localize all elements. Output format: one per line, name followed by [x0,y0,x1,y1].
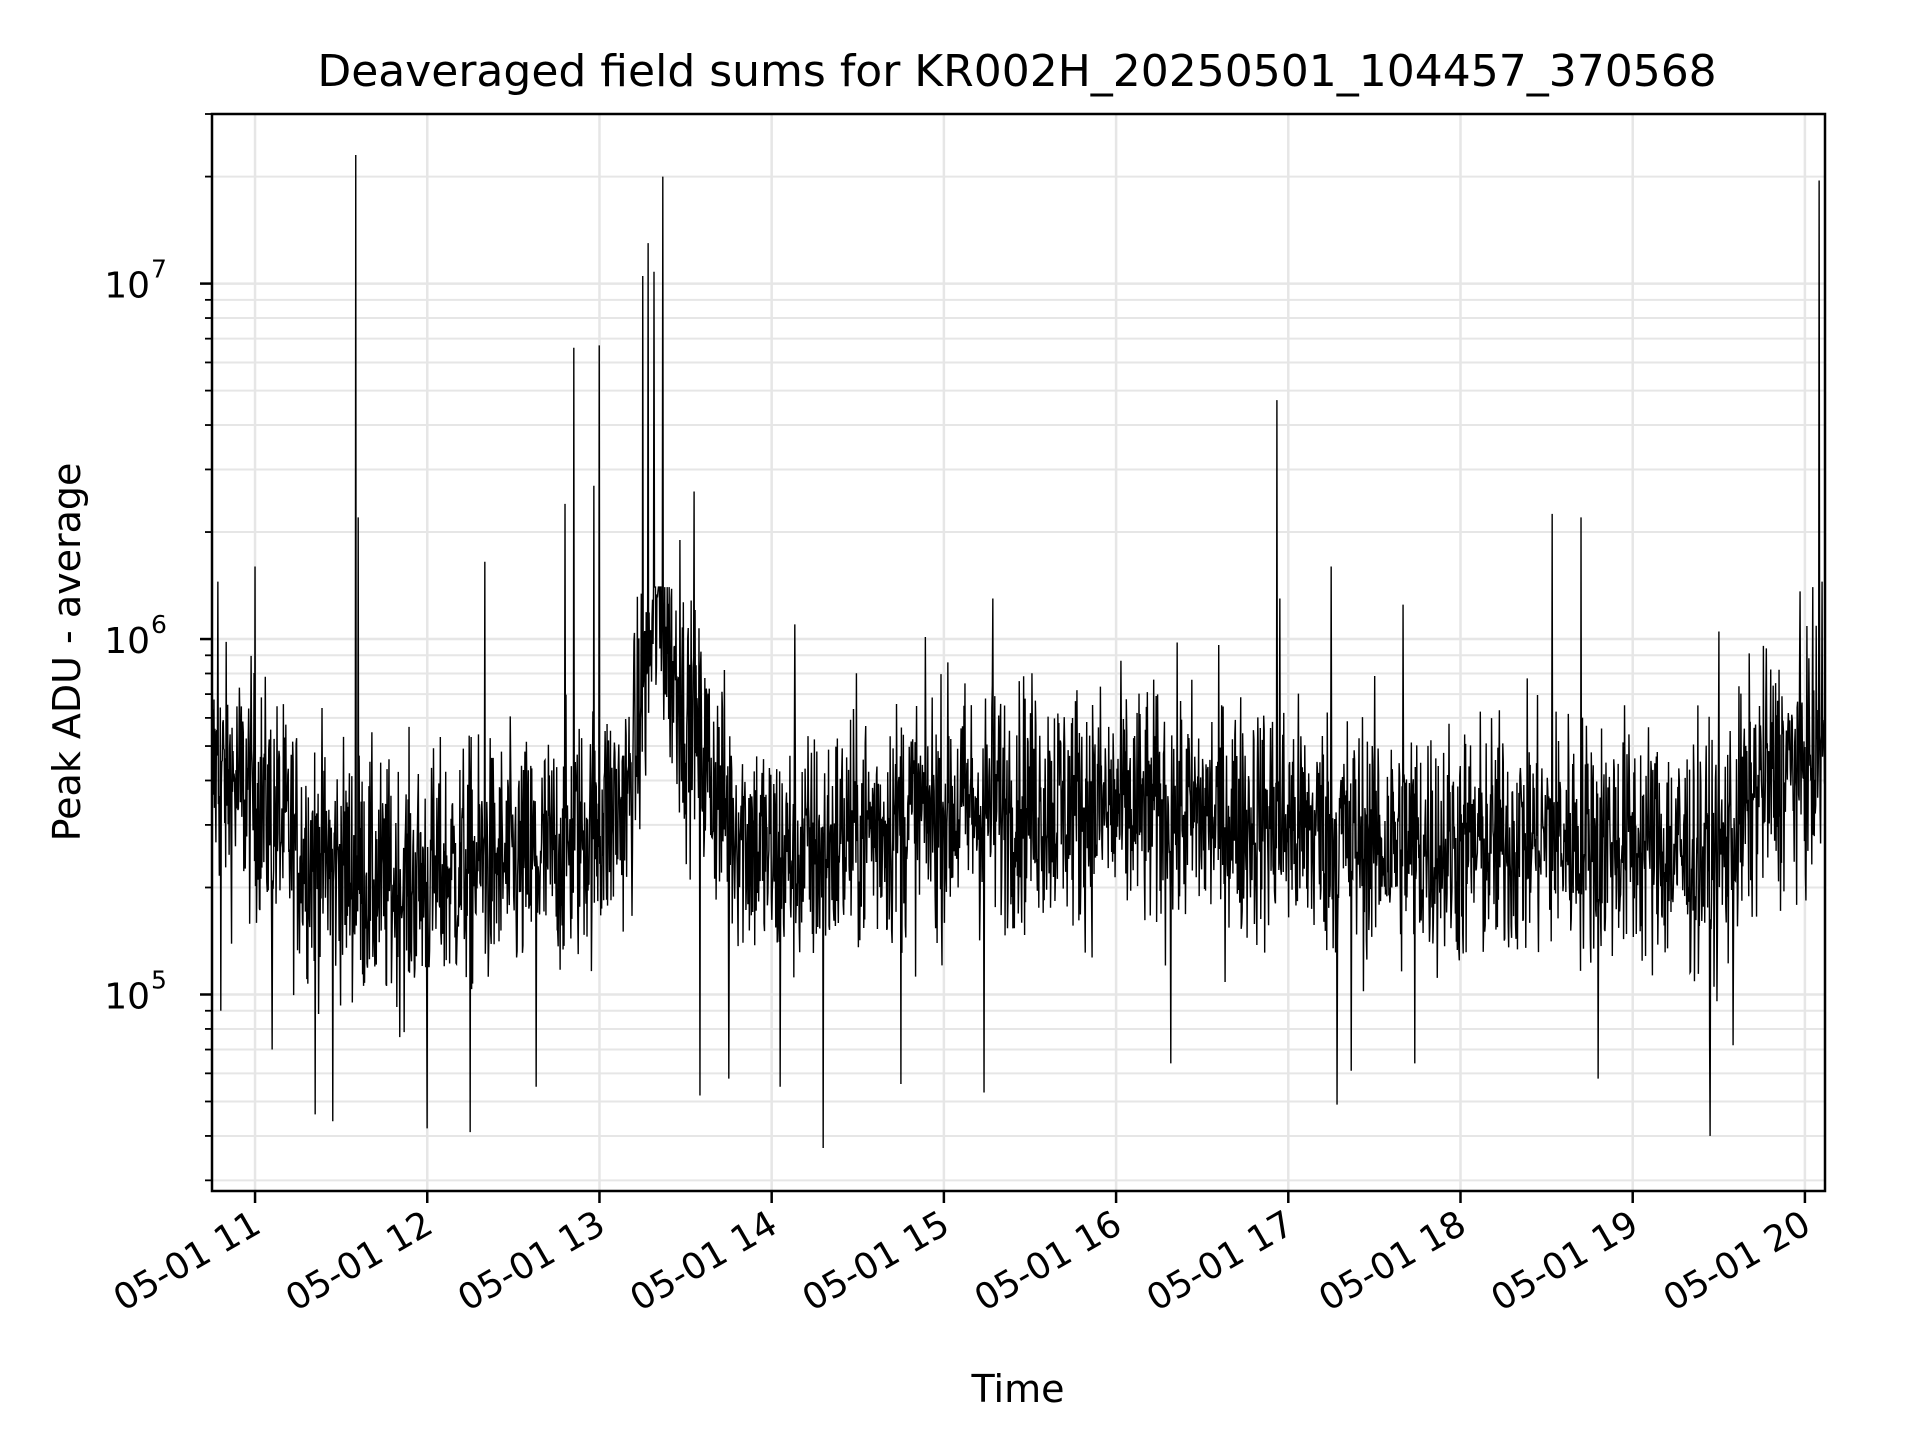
y-tick-label: 10 6 [104,610,167,662]
y-tick-exponent: 6 [151,610,167,639]
y-tick-exponent: 7 [151,255,167,284]
y-tick-label: 10 7 [104,255,167,307]
y-tick-base: 10 [104,266,150,307]
x-axis-label: Time [971,1367,1065,1411]
y-tick-base: 10 [104,976,150,1017]
y-tick-exponent: 5 [151,965,167,994]
chart-title: Deaveraged field sums for KR002H_2025050… [317,46,1716,97]
y-tick-base: 10 [104,621,150,662]
series-line [212,155,1825,1148]
plot-frame [210,112,1827,1193]
series-path [212,155,1825,1148]
y-axis-label: Peak ADU - average [45,463,89,842]
y-tick-label: 10 5 [104,965,167,1017]
